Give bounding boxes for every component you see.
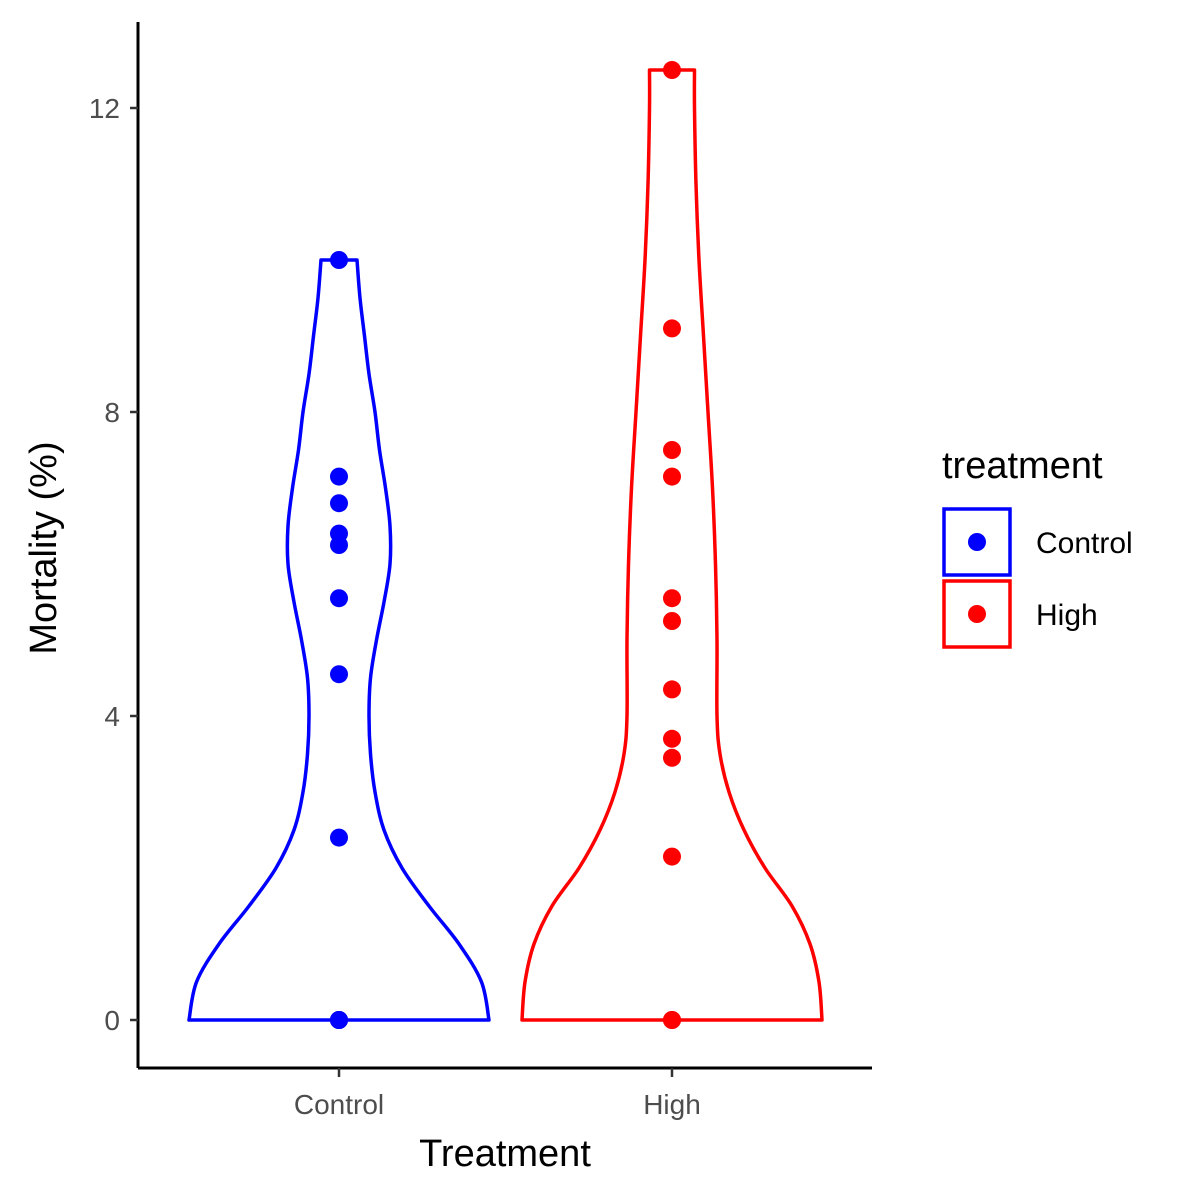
y-ticks: 0 4 8 12: [89, 93, 138, 1036]
data-point-high: [663, 61, 681, 79]
legend-title: treatment: [942, 445, 1103, 487]
data-point-control: [330, 467, 348, 486]
data-point-high: [663, 1011, 681, 1029]
data-point-high: [663, 467, 681, 486]
legend-label: Control: [1036, 527, 1133, 560]
data-point-control: [330, 524, 348, 543]
x-tick-label: High: [643, 1089, 701, 1120]
data-point-high: [663, 441, 681, 459]
data-point-control: [330, 1011, 348, 1029]
x-axis-title: Treatment: [419, 1133, 591, 1175]
x-tick-label: Control: [294, 1089, 384, 1120]
legend-label: High: [1036, 599, 1098, 632]
y-axis-title: Mortality (%): [23, 441, 65, 654]
legend-key-dot: [968, 605, 986, 623]
data-point-control: [330, 589, 348, 608]
data-point-control: [330, 828, 348, 847]
y-tick-label: 8: [104, 397, 120, 428]
data-point-high: [663, 680, 681, 699]
legend: treatment Control High: [942, 445, 1133, 649]
data-point-high: [663, 847, 681, 866]
violin-control: [187, 258, 491, 1022]
data-point-control: [330, 665, 348, 684]
y-tick-label: 12: [89, 93, 120, 124]
violin-layer: [187, 68, 824, 1022]
data-point-control: [330, 251, 348, 269]
y-tick-label: 0: [104, 1005, 120, 1036]
x-ticks: Control High: [294, 1068, 701, 1120]
y-tick-label: 4: [104, 701, 120, 732]
data-point-high: [663, 589, 681, 608]
data-point-control: [330, 494, 348, 513]
points-layer: [330, 61, 681, 1029]
data-point-high: [663, 319, 681, 338]
legend-key-dot: [968, 533, 986, 551]
data-point-high: [663, 729, 681, 748]
data-point-high: [663, 748, 681, 767]
violin-high: [520, 68, 824, 1022]
data-point-high: [663, 612, 681, 630]
